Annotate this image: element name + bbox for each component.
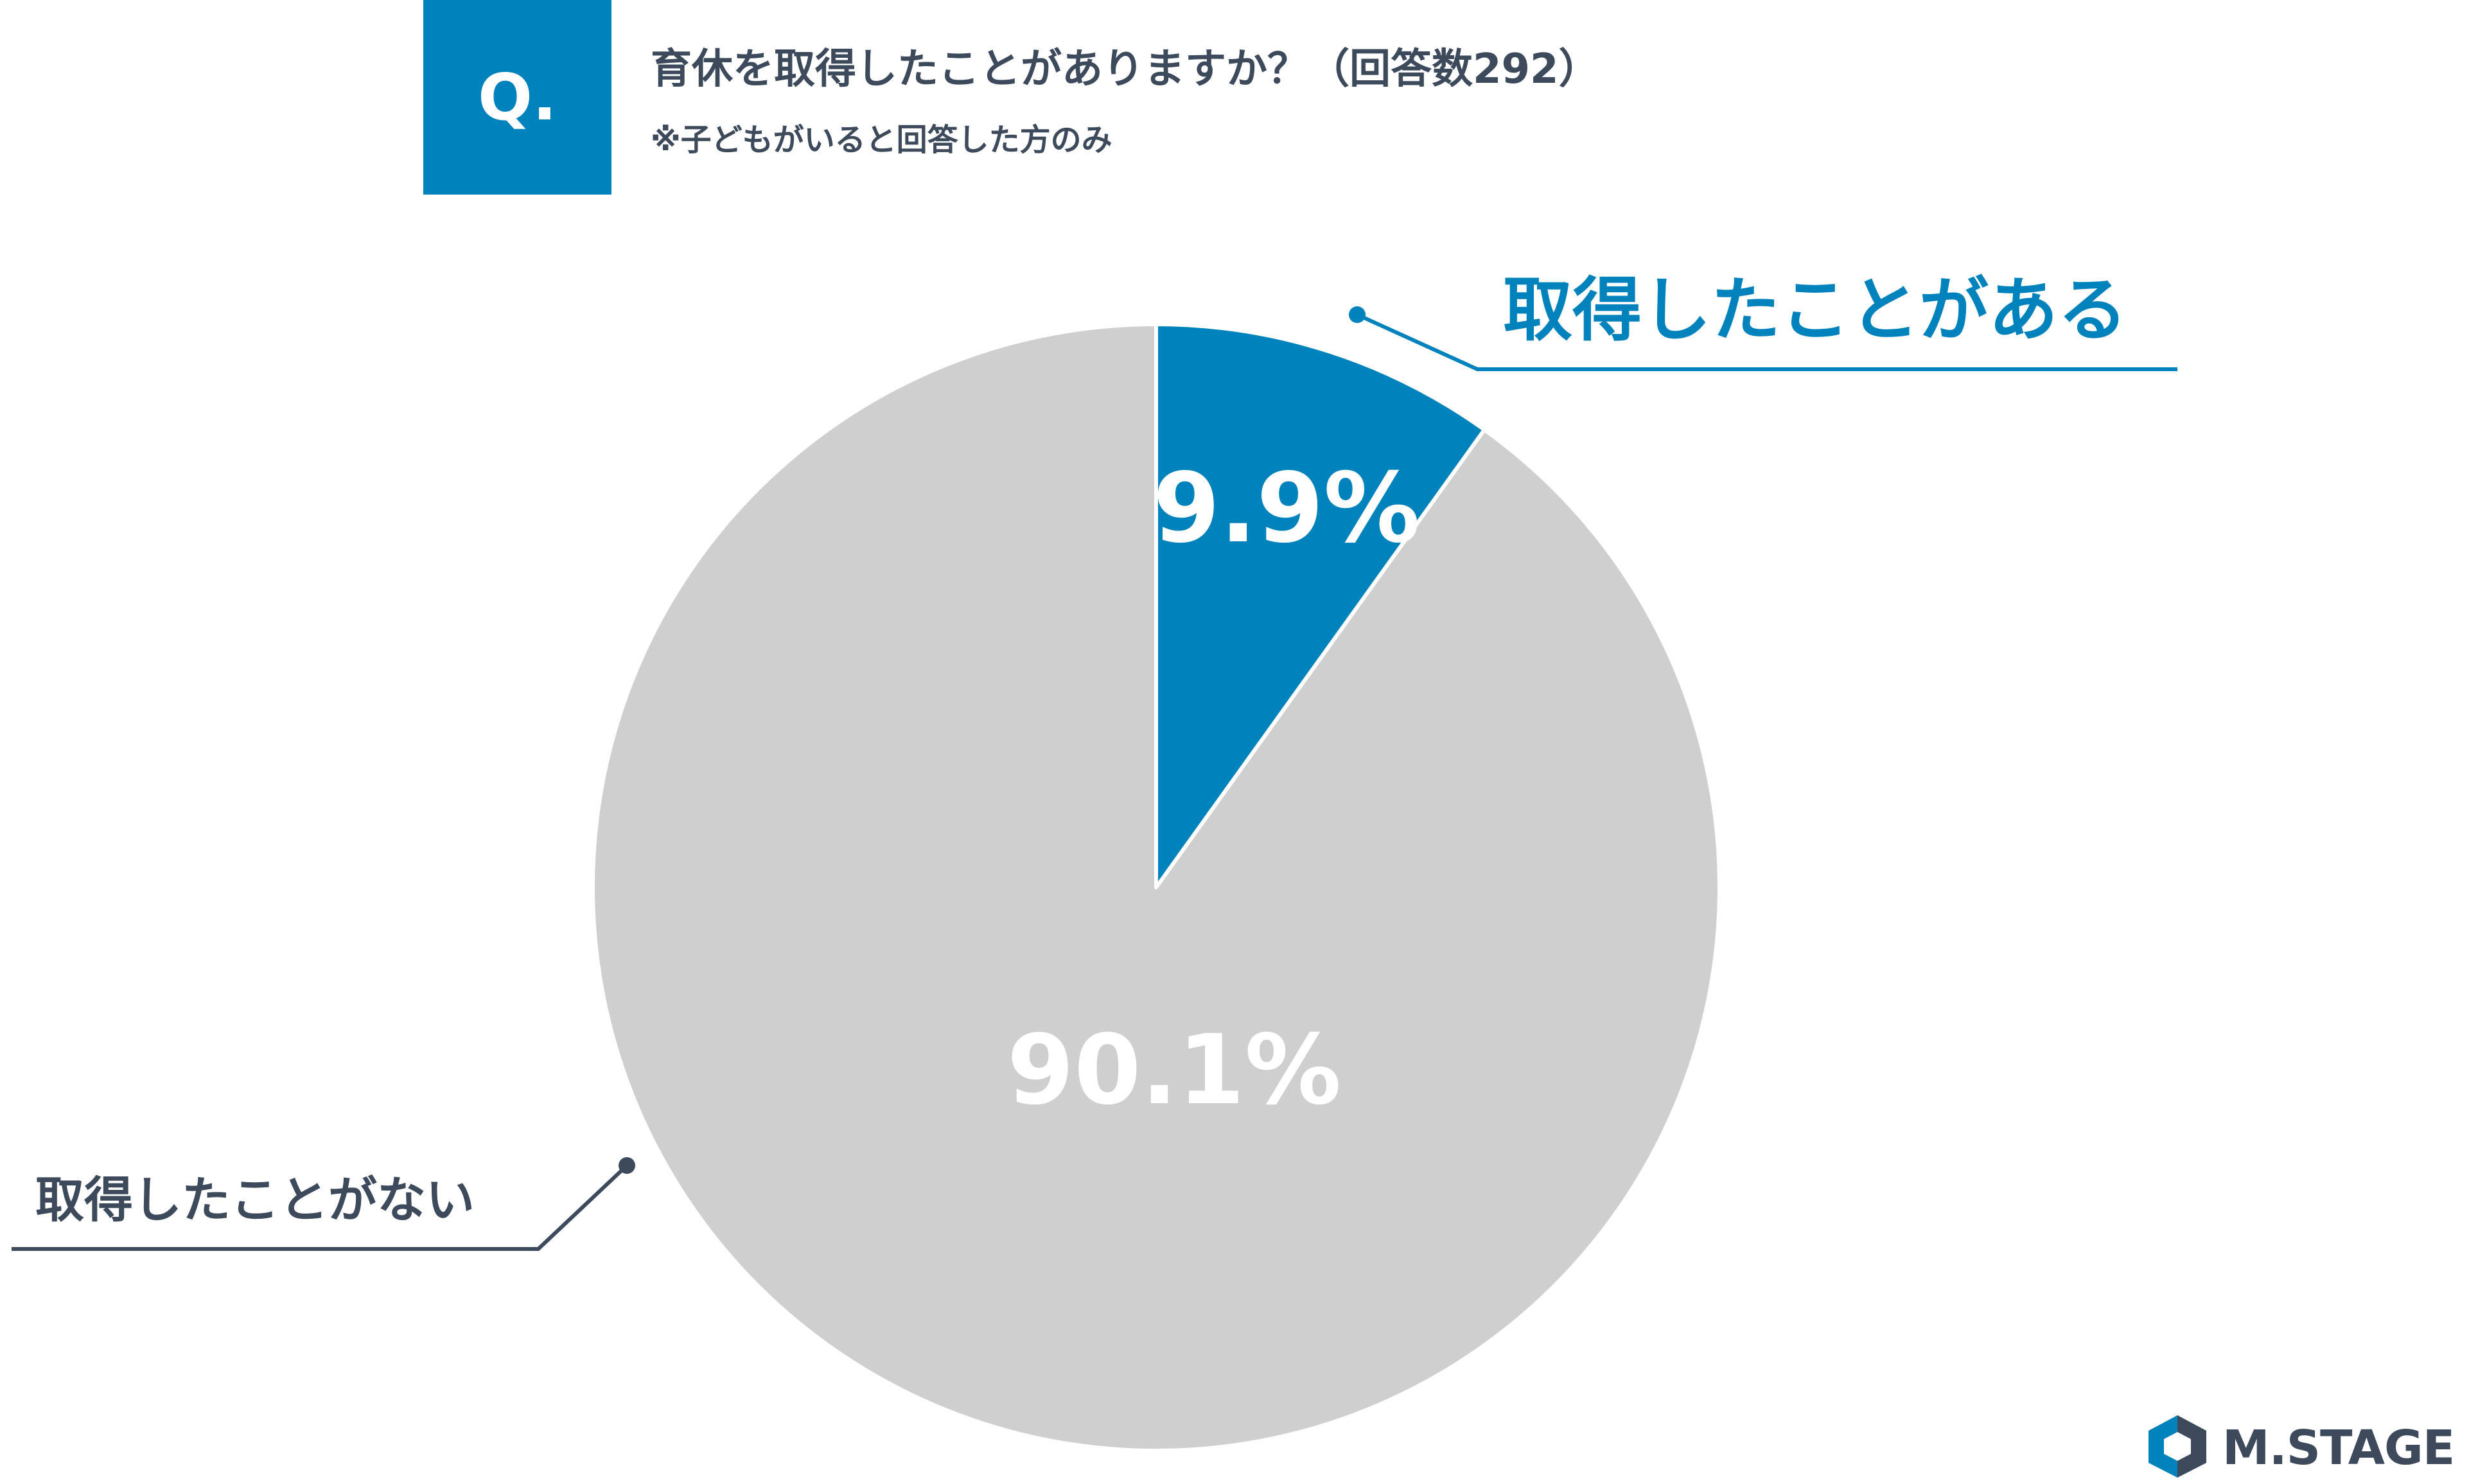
pie-slices	[591, 322, 1721, 1453]
callout-line-0	[1356, 313, 2177, 371]
pie-value-label-0: 9.9%	[1153, 453, 1420, 564]
pie-slice-1	[591, 322, 1721, 1453]
callout-dot-0	[1349, 306, 1366, 323]
brand-logo: M.STAGE	[2142, 1413, 2463, 1480]
callout-label-1: 取得したことがない	[35, 1171, 475, 1228]
pie-value-label-1: 90.1%	[1007, 1015, 1341, 1126]
question-title: 育休を取得したことがありますか？（回答数292）	[651, 46, 1600, 93]
question-badge-label: Q.	[478, 60, 557, 135]
callout-dot-1	[619, 1157, 635, 1174]
pie-value-labels: 9.9% 90.1%	[1007, 453, 1420, 1126]
callout-label-0: 取得したことがある	[1503, 270, 2127, 351]
brand-logo-text: M.STAGE	[2222, 1420, 2455, 1476]
question-badge: Q.	[423, 0, 611, 195]
callout-line-1	[12, 1164, 629, 1251]
question-note: ※子どもがいると回答した方のみ	[651, 122, 1112, 158]
hexagon-logo-icon	[2148, 1415, 2206, 1478]
pie-slice-0	[1154, 322, 1487, 889]
